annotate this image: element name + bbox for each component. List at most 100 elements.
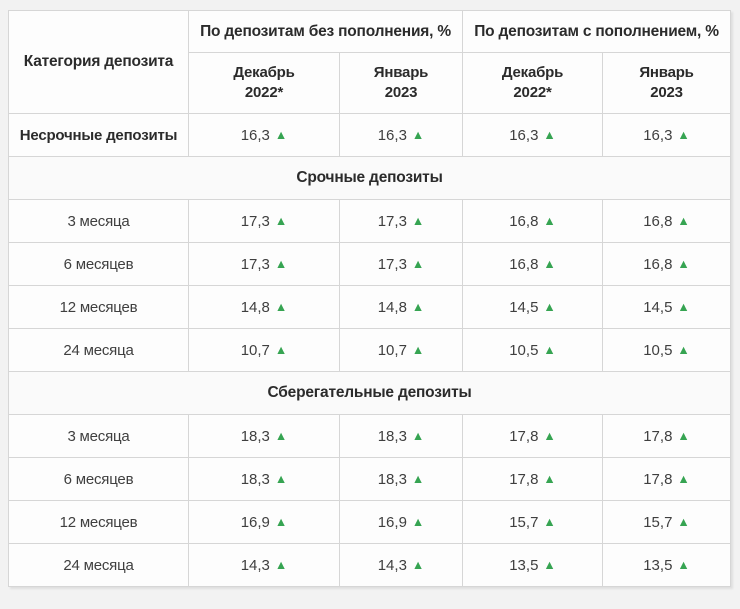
rate-value: 17,3 [377, 255, 407, 273]
rate-cell: 18,3 ▲ [338, 457, 464, 501]
row-label: 3 месяца [8, 414, 189, 458]
rate-cell: 17,8 ▲ [602, 457, 732, 501]
table-row-savings-12m: 12 месяцев 16,9 ▲ 16,9 ▲ 15,7 ▲ 15,7 ▲ [8, 500, 732, 544]
rate-value: 15,7 [509, 513, 539, 531]
category-column-header: Категория депозита [8, 10, 189, 114]
table-row-savings-3m: 3 месяца 18,3 ▲ 18,3 ▲ 17,8 ▲ 17,8 ▲ [8, 414, 732, 458]
trend-up-icon: ▲ [677, 127, 690, 142]
rate-cell: 14,8 ▲ [338, 285, 464, 329]
rate-cell: 17,3 ▲ [188, 242, 340, 286]
rate-cell: 16,3 ▲ [602, 113, 732, 157]
rate-cell: 15,7 ▲ [602, 500, 732, 544]
group-header-row: Категория депозита По депозитам без попо… [8, 10, 732, 114]
trend-up-icon: ▲ [411, 471, 425, 486]
table-row-term-24m: 24 месяца 10,7 ▲ 10,7 ▲ 10,5 ▲ 10,5 ▲ [8, 328, 732, 372]
rate-value: 13,5 [643, 556, 673, 574]
table-row-demand-deposits: Несрочные депозиты 16,3 ▲ 16,3 ▲ 16,3 ▲ 16,… [8, 113, 732, 157]
trend-up-icon: ▲ [274, 428, 288, 443]
trend-up-icon: ▲ [543, 557, 556, 572]
rate-value: 16,8 [643, 212, 673, 230]
rate-value: 18,3 [240, 470, 270, 488]
rate-value: 14,5 [643, 298, 673, 316]
rate-cell: 18,3 ▲ [338, 414, 464, 458]
rate-cell: 17,8 ▲ [462, 414, 604, 458]
trend-up-icon: ▲ [411, 342, 425, 357]
row-label: 6 месяцев [8, 457, 189, 501]
rate-cell: 16,8 ▲ [462, 199, 604, 243]
rate-cell: 14,8 ▲ [188, 285, 340, 329]
trend-up-icon: ▲ [274, 299, 288, 314]
rate-value: 16,3 [643, 126, 673, 144]
rate-cell: 10,7 ▲ [188, 328, 340, 372]
rate-value: 14,3 [240, 556, 270, 574]
rate-cell: 17,3 ▲ [338, 199, 464, 243]
rate-cell: 14,3 ▲ [188, 543, 340, 587]
rate-value: 17,8 [509, 470, 539, 488]
trend-up-icon: ▲ [543, 514, 556, 529]
row-label: 6 месяцев [8, 242, 189, 286]
table-row-term-6m: 6 месяцев 17,3 ▲ 17,3 ▲ 16,8 ▲ 16,8 ▲ [8, 242, 732, 286]
rate-cell: 16,9 ▲ [338, 500, 464, 544]
trend-up-icon: ▲ [411, 127, 425, 142]
rate-value: 16,3 [240, 126, 270, 144]
trend-up-icon: ▲ [677, 256, 690, 271]
rate-cell: 18,3 ▲ [188, 414, 340, 458]
rate-value: 14,5 [509, 298, 539, 316]
rate-value: 14,8 [240, 298, 270, 316]
rate-cell: 14,5 ▲ [602, 285, 732, 329]
rate-value: 10,5 [643, 341, 673, 359]
rate-value: 16,3 [377, 126, 407, 144]
rate-cell: 17,3 ▲ [338, 242, 464, 286]
rate-cell: 17,8 ▲ [602, 414, 732, 458]
rate-cell: 16,3 ▲ [462, 113, 604, 157]
trend-up-icon: ▲ [677, 299, 690, 314]
rate-cell: 13,5 ▲ [462, 543, 604, 587]
rate-cell: 17,8 ▲ [462, 457, 604, 501]
row-label: 12 месяцев [8, 500, 189, 544]
rate-cell: 10,5 ▲ [602, 328, 732, 372]
rate-value: 14,3 [377, 556, 407, 574]
rate-cell: 13,5 ▲ [602, 543, 732, 587]
rate-value: 18,3 [377, 470, 407, 488]
trend-up-icon: ▲ [274, 256, 288, 271]
rate-cell: 14,3 ▲ [338, 543, 464, 587]
trend-up-icon: ▲ [677, 471, 690, 486]
rate-value: 13,5 [509, 556, 539, 574]
section-header: Срочные депозиты [7, 156, 732, 200]
trend-up-icon: ▲ [274, 514, 288, 529]
trend-up-icon: ▲ [543, 471, 556, 486]
section-header-row-term-deposits: Срочные депозиты [7, 156, 732, 200]
rate-cell: 15,7 ▲ [462, 500, 604, 544]
trend-up-icon: ▲ [411, 428, 425, 443]
table-row-term-3m: 3 месяца 17,3 ▲ 17,3 ▲ 16,8 ▲ 16,8 ▲ [8, 199, 732, 243]
rate-cell: 14,5 ▲ [462, 285, 604, 329]
trend-up-icon: ▲ [411, 299, 425, 314]
month-header-row: Декабрь 2022* Январь 2023 Декабрь 2022* … [9, 52, 732, 114]
trend-up-icon: ▲ [411, 213, 425, 228]
rate-cell: 10,7 ▲ [338, 328, 464, 372]
rate-cell: 16,8 ▲ [602, 199, 732, 243]
rate-cell: 17,3 ▲ [188, 199, 340, 243]
trend-up-icon: ▲ [411, 256, 425, 271]
rate-cell: 16,8 ▲ [462, 242, 604, 286]
trend-up-icon: ▲ [411, 514, 425, 529]
month-header-jan-2023-topup: Январь 2023 [602, 52, 732, 114]
trend-up-icon: ▲ [274, 342, 288, 357]
row-label: 12 месяцев [8, 285, 189, 329]
rate-value: 16,9 [240, 513, 270, 531]
trend-up-icon: ▲ [677, 557, 690, 572]
group-header-without-topup: По депозитам без пополнения, % [187, 10, 464, 53]
rate-cell: 16,8 ▲ [602, 242, 732, 286]
trend-up-icon: ▲ [543, 256, 556, 271]
rate-value: 16,3 [509, 126, 539, 144]
rate-value: 17,3 [240, 255, 270, 273]
rate-value: 17,3 [377, 212, 407, 230]
trend-up-icon: ▲ [677, 342, 690, 357]
rate-value: 15,7 [643, 513, 673, 531]
month-header-dec-2022-no-topup: Декабрь 2022* [188, 52, 340, 114]
row-label: Несрочные депозиты [8, 113, 189, 157]
table-row-term-12m: 12 месяцев 14,8 ▲ 14,8 ▲ 14,5 ▲ 14,5 ▲ [8, 285, 732, 329]
rate-value: 16,8 [643, 255, 673, 273]
rate-value: 17,8 [509, 427, 539, 445]
